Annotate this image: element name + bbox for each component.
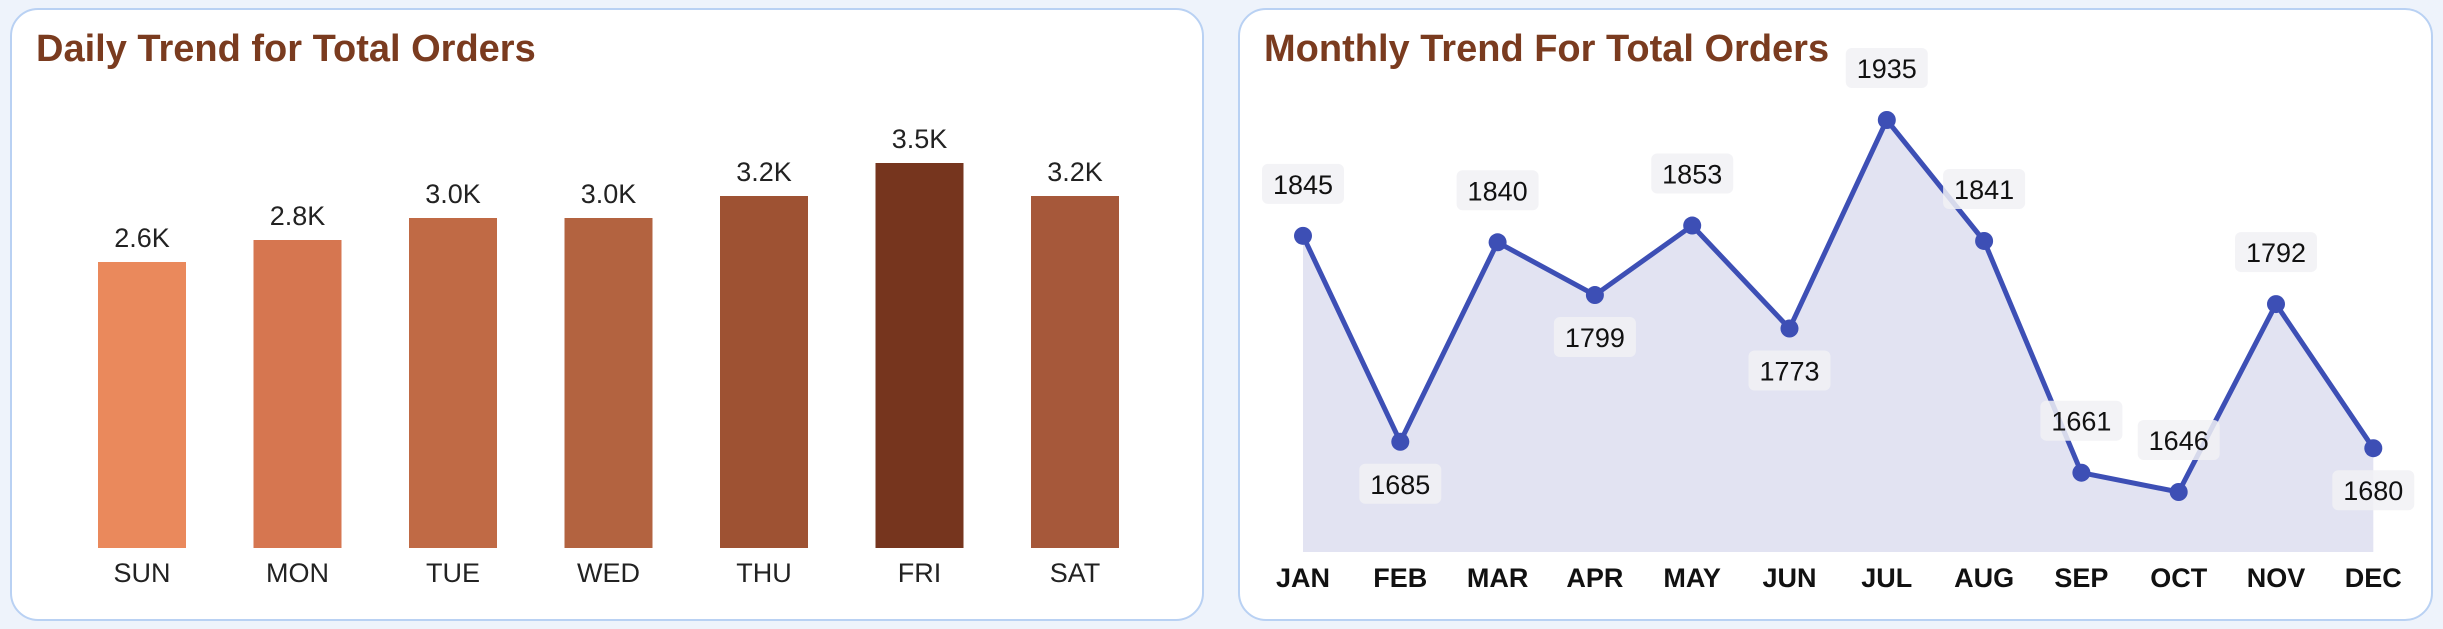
data-label-may: 1853 — [1662, 160, 1722, 190]
x-tick-oct: OCT — [2150, 563, 2208, 593]
data-label-aug: 1841 — [1954, 175, 2014, 205]
x-tick-jul: JUL — [1861, 563, 1912, 593]
x-tick-fri: FRI — [898, 558, 942, 588]
x-tick-mar: MAR — [1467, 563, 1529, 593]
x-tick-sep: SEP — [2054, 563, 2108, 593]
x-tick-aug: AUG — [1954, 563, 2014, 593]
daily-chart-title: Daily Trend for Total Orders — [36, 28, 536, 70]
x-tick-tue: TUE — [426, 558, 480, 588]
data-label-mar: 1840 — [1468, 176, 1528, 206]
data-label-box — [2332, 470, 2415, 511]
data-label-jan: 1845 — [1273, 170, 1333, 200]
data-label-box — [1553, 317, 1636, 358]
bar-fri — [875, 163, 964, 548]
point-oct — [2169, 483, 2188, 501]
data-label-box — [1748, 350, 1831, 391]
point-dec — [2364, 439, 2383, 458]
data-label-box — [1262, 163, 1344, 204]
monthly-trend-card: Monthly Trend For Total Orders 1845 1685 1… — [1238, 8, 2433, 621]
data-label-jun: 1773 — [1759, 357, 1819, 387]
data-label-box — [1359, 463, 1442, 504]
x-tick-jan: JAN — [1276, 563, 1330, 593]
x-tick-dec: DEC — [2345, 563, 2402, 593]
point-mar — [1488, 233, 1507, 252]
data-label-box — [2235, 232, 2317, 273]
x-tick-sat: SAT — [1050, 558, 1101, 588]
monthly-area-chart: 1845 1685 1840 1799 1853 1773 1935 1841 1661 1646… — [1262, 48, 2415, 593]
bar-value-label: 3.0K — [581, 179, 637, 209]
data-label-box — [1456, 170, 1539, 211]
daily-bar-chart: 2.6K SUN 2.8K MON 3.0K TUE 3.0K WED 3.2K THU 3.5K F… — [98, 124, 1119, 588]
data-label-feb: 1685 — [1370, 470, 1430, 500]
point-jul — [1877, 111, 1896, 129]
data-label-nov: 1792 — [2246, 238, 2306, 268]
point-feb — [1391, 432, 1410, 451]
x-tick-sun: SUN — [113, 558, 170, 588]
data-label-apr: 1799 — [1565, 323, 1625, 353]
data-label-dec: 1680 — [2343, 476, 2403, 506]
data-label-box — [1943, 168, 2026, 209]
bar-value-label: 2.6K — [114, 223, 170, 253]
point-jan — [1294, 226, 1312, 245]
x-tick-nov: NOV — [2247, 563, 2306, 593]
bar-value-label: 3.0K — [425, 179, 481, 209]
x-tick-may: MAY — [1663, 563, 1721, 593]
bar-tue — [409, 218, 497, 548]
bar-value-label: 2.8K — [270, 201, 326, 231]
point-apr — [1585, 286, 1604, 305]
bar-wed — [564, 218, 653, 548]
daily-trend-card: Daily Trend for Total Orders 2.6K SUN 2.8K… — [10, 8, 1204, 621]
data-label-sep: 1661 — [2051, 407, 2111, 437]
series-line — [1300, 117, 2376, 495]
data-label-jul: 1935 — [1857, 54, 1917, 84]
point-nov — [2267, 295, 2285, 314]
data-label-box — [1651, 153, 1734, 194]
area-fill — [1303, 120, 2374, 552]
bar-sat — [1031, 196, 1119, 548]
bar-value-label: 3.2K — [1047, 157, 1103, 187]
bar-thu — [720, 196, 808, 548]
point-aug — [1975, 231, 1994, 250]
x-tick-apr: APR — [1566, 563, 1623, 593]
point-jun — [1780, 319, 1799, 338]
data-label-box — [1845, 48, 1928, 88]
x-tick-wed: WED — [577, 558, 640, 588]
data-label-oct: 1646 — [2149, 426, 2209, 456]
monthly-chart-title: Monthly Trend For Total Orders — [1264, 28, 1830, 70]
point-may — [1683, 216, 1702, 235]
bar-sun — [98, 262, 186, 548]
x-tick-thu: THU — [736, 558, 792, 588]
x-tick-jun: JUN — [1762, 563, 1816, 593]
bar-mon — [253, 240, 342, 548]
bar-value-label: 3.5K — [892, 124, 948, 154]
x-tick-feb: FEB — [1373, 563, 1427, 593]
data-label-box — [2040, 400, 2123, 441]
data-label-box — [2137, 420, 2220, 460]
bar-value-label: 3.2K — [736, 157, 792, 187]
point-sep — [2072, 463, 2091, 482]
x-tick-mon: MON — [266, 558, 329, 588]
